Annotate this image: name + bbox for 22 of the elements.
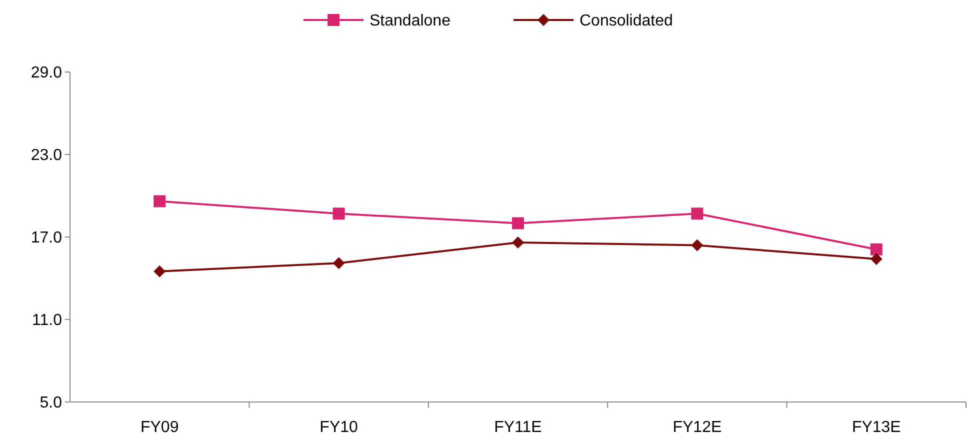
point bbox=[154, 195, 166, 208]
y-tick-label: 5.0 bbox=[40, 394, 62, 412]
x-tick-label: FY09 bbox=[140, 419, 179, 436]
point bbox=[870, 253, 882, 265]
point bbox=[332, 257, 345, 270]
point bbox=[512, 236, 524, 248]
legend-label: Consolidated bbox=[580, 12, 673, 30]
x-tick-label: FY12E bbox=[672, 419, 722, 436]
point bbox=[154, 265, 166, 278]
point bbox=[691, 208, 704, 220]
point bbox=[512, 217, 524, 230]
y-tick-label: 17.0 bbox=[30, 230, 62, 247]
y-tick-label: 23.0 bbox=[30, 147, 62, 164]
point bbox=[870, 243, 882, 256]
point bbox=[332, 208, 345, 220]
x-tick-label: FY11E bbox=[494, 419, 542, 436]
legend-label: Standalone bbox=[370, 12, 451, 30]
x-tick-label: FY13E bbox=[852, 419, 901, 436]
point bbox=[691, 239, 704, 252]
x-tick-label: FY10 bbox=[320, 419, 358, 436]
y-tick-label: 29.0 bbox=[30, 64, 62, 82]
y-tick-label: 11.0 bbox=[32, 312, 62, 330]
